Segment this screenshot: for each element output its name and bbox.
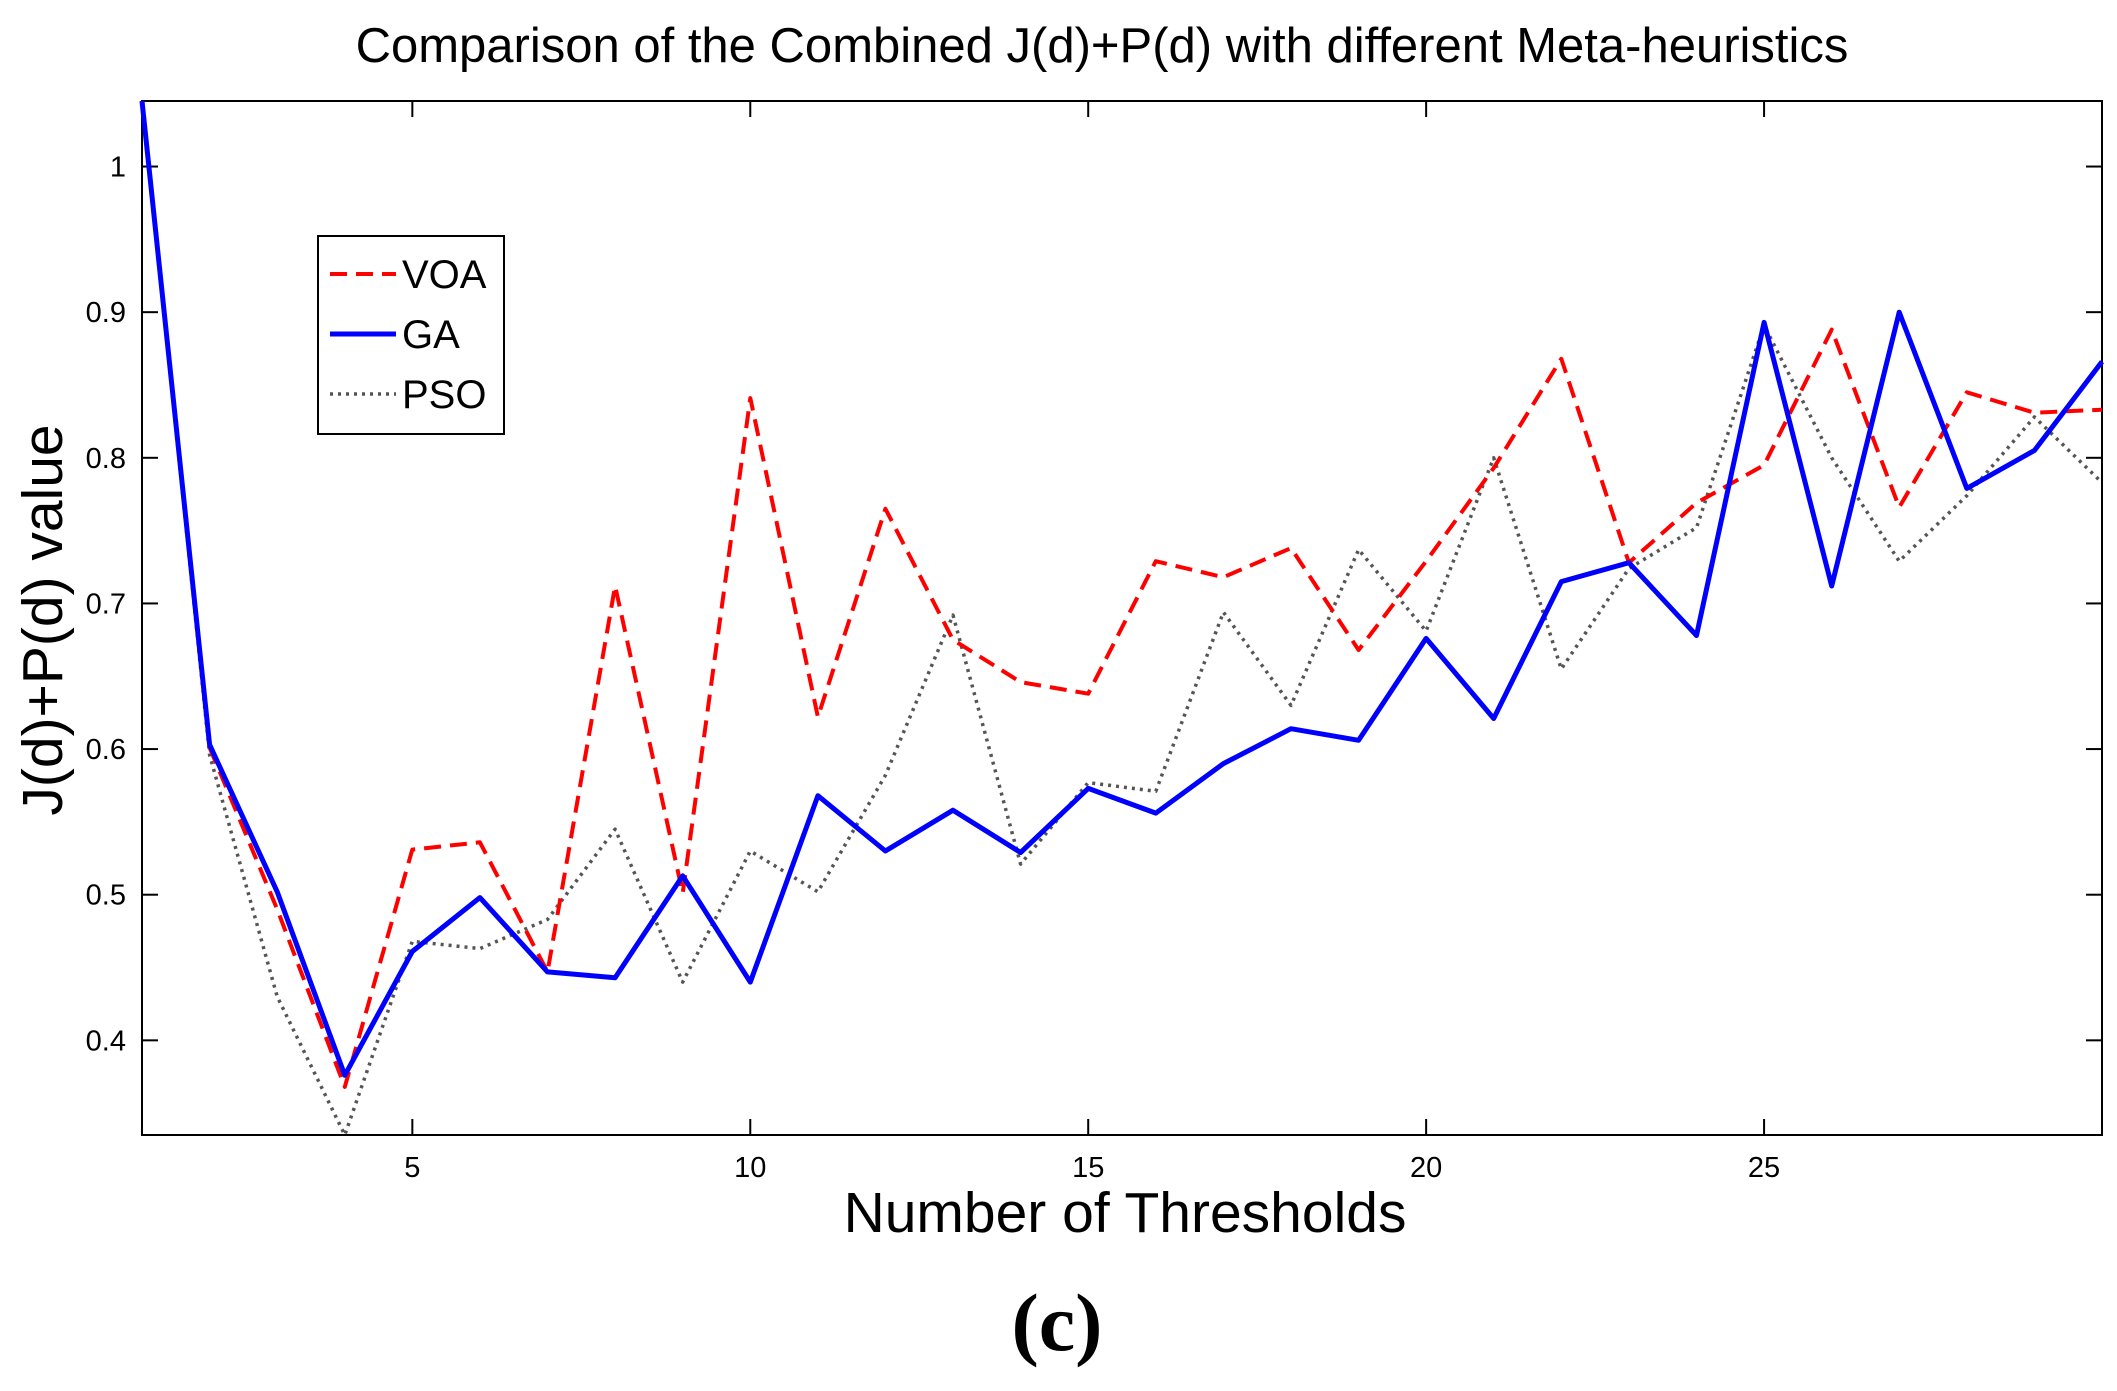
y-tick-label: 0.9 [86,297,126,329]
legend: VOA GA PSO [317,235,505,435]
x-tick-label: 20 [1410,1152,1442,1184]
x-tick-label: 25 [1748,1152,1780,1184]
legend-label-ga: GA [402,313,460,357]
y-tick-label: 0.8 [86,443,126,475]
x-tick-label: 5 [404,1152,420,1184]
y-axis-label: J(d)+P(d) value [11,424,75,815]
series-line-voa [140,100,2103,1089]
y-tick-label: 0.7 [86,588,126,620]
chart-title: Comparison of the Combined J(d)+P(d) wit… [356,19,1849,73]
y-tick-label: 0.4 [86,1025,126,1057]
axis-ticks: 5 10 15 20 25 0.4 0.5 0.6 0.7 0.8 0.9 1 [86,101,2102,1184]
x-axis-label: Number of Thresholds [844,1181,1407,1245]
x-tick-label: 15 [1072,1152,1104,1184]
x-tick-label: 10 [734,1152,766,1184]
figure-caption: (c) [1011,1277,1102,1368]
series-line-ga [139,100,2104,1078]
legend-label-pso: PSO [402,373,486,417]
series-lines [139,100,2104,1137]
legend-label-voa: VOA [402,253,487,297]
y-tick-label: 0.5 [86,880,126,912]
y-tick-label: 0.6 [86,734,126,766]
y-tick-label: 1 [110,152,126,184]
